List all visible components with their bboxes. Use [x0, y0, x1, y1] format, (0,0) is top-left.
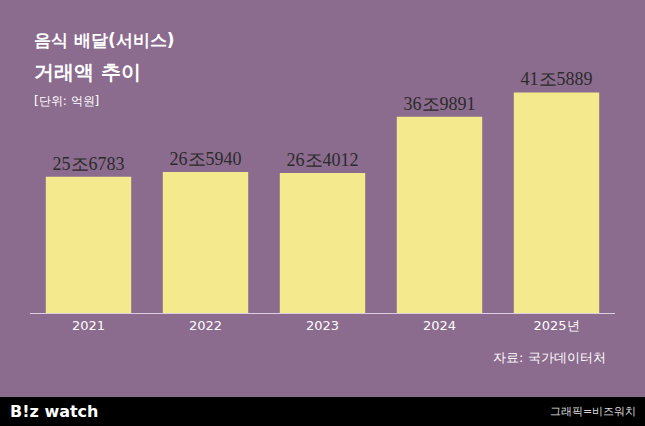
svg-text:2022: 2022 — [189, 318, 222, 333]
svg-text:B!z watch: B!z watch — [10, 402, 98, 421]
svg-text:26조5940: 26조5940 — [170, 149, 242, 169]
svg-text:26조4012: 26조4012 — [287, 150, 359, 170]
svg-text:거래액 추이: 거래액 추이 — [34, 60, 141, 84]
svg-text:25조6783: 25조6783 — [53, 154, 125, 174]
svg-text:2021: 2021 — [72, 318, 105, 333]
svg-text:음식 배달(서비스): 음식 배달(서비스) — [34, 30, 174, 50]
svg-text:2023: 2023 — [306, 318, 339, 333]
svg-text:그래픽=비즈워치: 그래픽=비즈워치 — [550, 405, 636, 418]
svg-text:36조9891: 36조9891 — [404, 94, 476, 114]
svg-text:2024: 2024 — [423, 318, 456, 333]
svg-text:자료: 국가데이터처: 자료: 국가데이터처 — [493, 350, 606, 365]
svg-text:41조5889: 41조5889 — [521, 69, 593, 89]
svg-text:2025년: 2025년 — [533, 318, 579, 333]
svg-text:[단위: 억원]: [단위: 억원] — [34, 94, 99, 108]
